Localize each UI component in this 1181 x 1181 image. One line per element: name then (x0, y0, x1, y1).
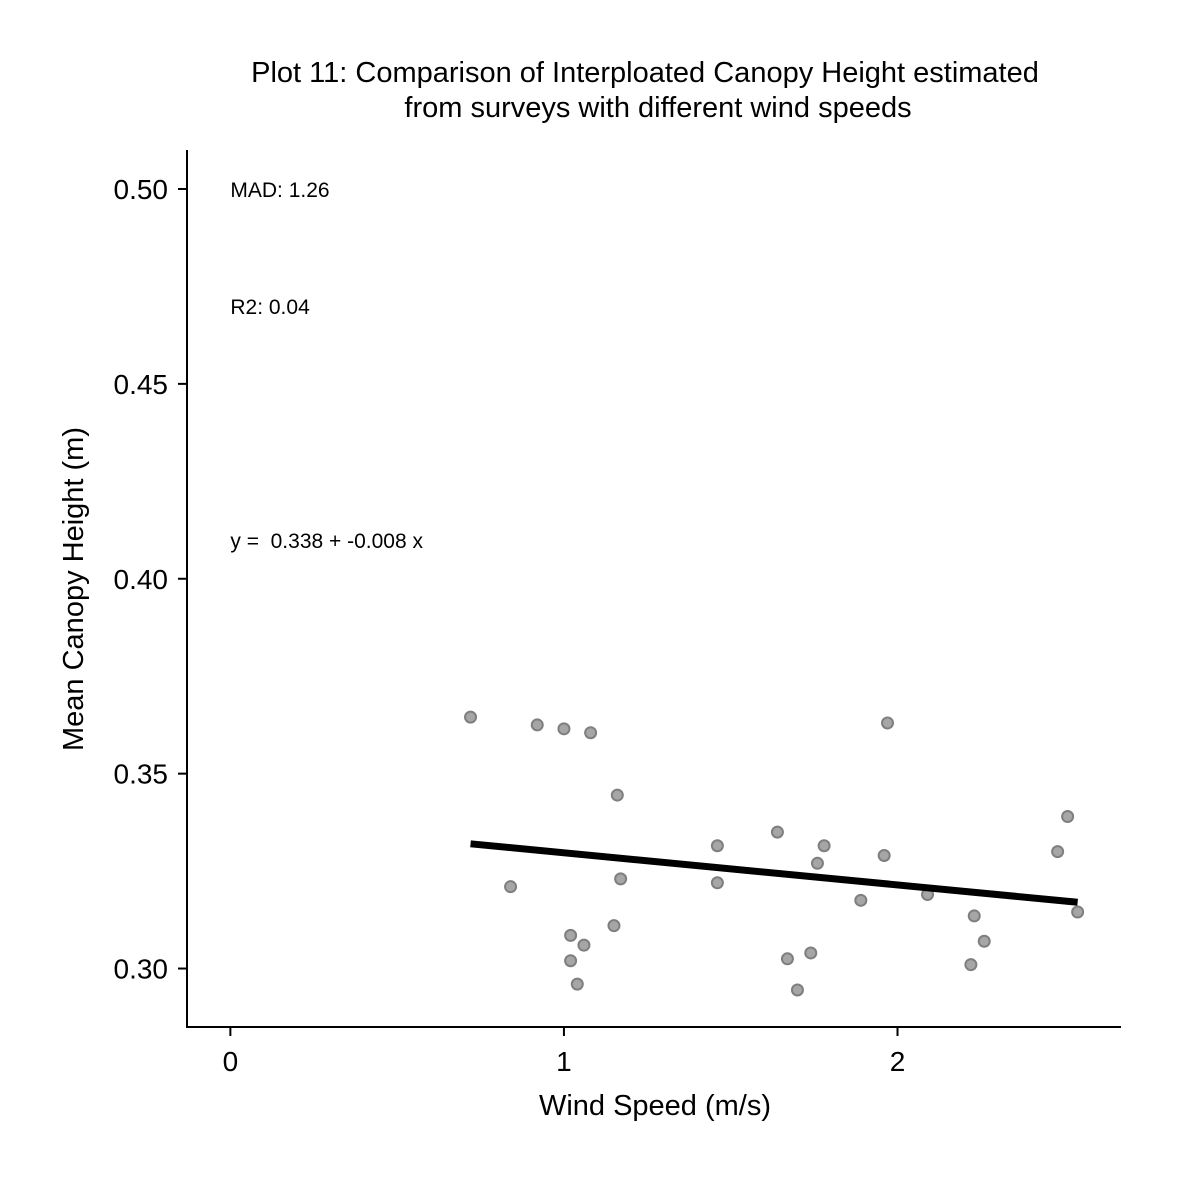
data-point (577, 938, 591, 952)
x-tick-label: 1 (556, 1046, 572, 1077)
x-axis-ticks: 0 1 2 (223, 1027, 906, 1077)
data-point (530, 718, 544, 732)
y-tick-label: 0.30 (114, 954, 169, 985)
data-point (464, 710, 478, 724)
data-point (817, 839, 831, 853)
y-tick-label: 0.45 (114, 369, 169, 400)
x-tick-label: 0 (223, 1046, 239, 1077)
data-point (564, 928, 578, 942)
data-point (504, 880, 518, 894)
stat-annotations: MAD: 1.26 R2: 0.04 y = 0.338 + -0.008 x (230, 179, 423, 553)
data-point (557, 722, 571, 736)
data-point (614, 872, 628, 886)
data-point (570, 977, 584, 991)
annotation-text: MAD: 1.26 (230, 179, 329, 202)
data-point (810, 856, 824, 870)
data-point (1051, 845, 1065, 859)
chart-title-line-1: Plot 11: Comparison of Interploated Cano… (251, 57, 1039, 89)
annotation-text: y = 0.338 + -0.008 x (230, 530, 423, 553)
data-point (584, 726, 598, 740)
data-point (964, 958, 978, 972)
y-axis-label: Mean Canopy Height (m) (58, 427, 90, 751)
regression-line (470, 840, 1078, 906)
y-axis-ticks: 0.30 0.35 0.40 0.45 0.50 (114, 174, 187, 985)
chart-title-line-2: from surveys with different wind speeds (404, 92, 911, 124)
data-point (610, 788, 624, 802)
data-point (770, 825, 784, 839)
data-point (1071, 905, 1085, 919)
y-tick-label: 0.35 (114, 759, 169, 790)
data-point (780, 952, 794, 966)
plot-area (464, 710, 1085, 997)
data-point (790, 983, 804, 997)
y-tick-label: 0.50 (114, 174, 169, 205)
data-point (710, 839, 724, 853)
data-point (564, 954, 578, 968)
data-point (977, 934, 991, 948)
x-axis-label: Wind Speed (m/s) (539, 1090, 771, 1122)
data-point (607, 919, 621, 933)
data-point (881, 716, 894, 730)
data-point (854, 893, 868, 907)
annotation-text: R2: 0.04 (230, 296, 310, 319)
data-point (877, 848, 891, 862)
data-point (804, 946, 818, 960)
y-tick-label: 0.40 (114, 564, 169, 595)
data-point (1061, 810, 1075, 824)
data-point (967, 909, 981, 923)
x-tick-label: 2 (890, 1046, 906, 1077)
data-point (710, 876, 724, 890)
